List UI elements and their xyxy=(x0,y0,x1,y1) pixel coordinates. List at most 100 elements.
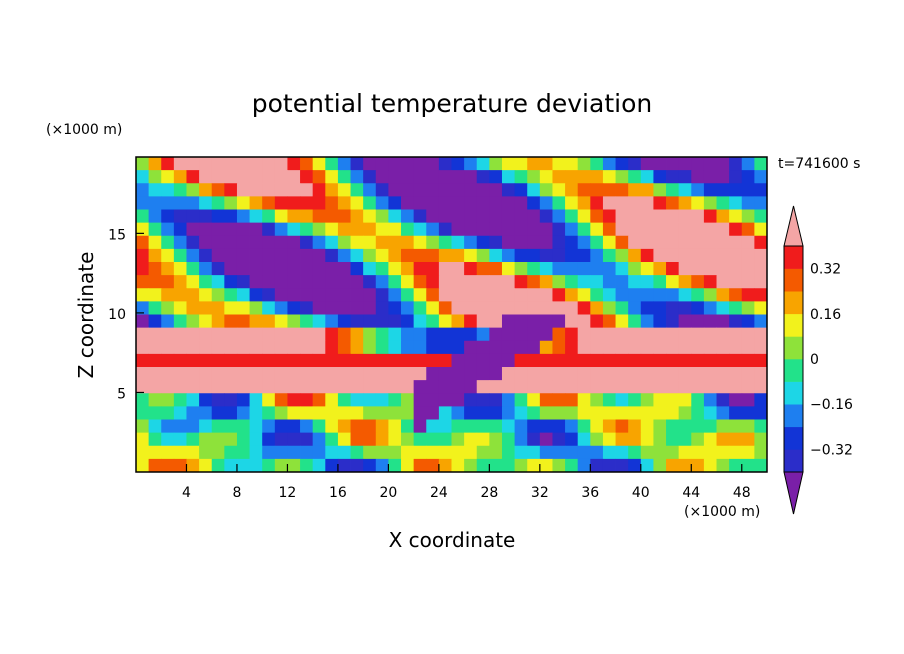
field-cell xyxy=(438,262,452,276)
field-cell xyxy=(287,209,301,224)
field-cell xyxy=(476,432,490,447)
field-cell xyxy=(729,445,743,460)
field-cell xyxy=(653,301,667,315)
field-cell xyxy=(691,314,705,329)
field-cell xyxy=(375,209,389,224)
field-cell xyxy=(565,301,579,315)
field-cell xyxy=(262,288,276,302)
field-cell xyxy=(552,432,566,447)
field-cell xyxy=(350,367,364,381)
field-cell xyxy=(464,419,478,434)
field-cell xyxy=(274,235,288,250)
field-cell xyxy=(552,406,566,420)
x-tick-label: 40 xyxy=(632,485,650,501)
field-cell xyxy=(388,170,402,184)
field-cell xyxy=(173,262,187,276)
field-cell xyxy=(363,222,377,237)
field-cell xyxy=(199,288,213,302)
field-cell xyxy=(691,170,705,184)
field-cell xyxy=(401,458,415,473)
field-cell xyxy=(211,340,225,355)
field-cell xyxy=(325,419,339,434)
field-cell xyxy=(224,196,238,210)
field-cell xyxy=(527,235,541,250)
field-cell xyxy=(300,445,314,460)
field-cell xyxy=(464,275,478,289)
field-cell xyxy=(337,314,351,329)
field-cell xyxy=(388,196,402,210)
field-cell xyxy=(640,157,654,171)
field-cell xyxy=(565,196,579,210)
field-cell xyxy=(375,235,389,250)
field-cell xyxy=(325,432,339,447)
field-cell xyxy=(148,262,162,276)
field-cell xyxy=(489,170,503,184)
field-cell xyxy=(337,196,351,210)
field-cell xyxy=(186,170,200,184)
field-cell xyxy=(476,327,490,342)
field-cell xyxy=(375,222,389,237)
field-cell xyxy=(426,196,440,210)
field-cell xyxy=(388,340,402,355)
field-cell xyxy=(350,314,364,329)
field-cell xyxy=(148,183,162,197)
field-cell xyxy=(565,183,579,197)
field-cell xyxy=(186,445,200,460)
field-cell xyxy=(514,393,528,407)
field-cell xyxy=(741,262,755,276)
field-cell xyxy=(640,196,654,210)
field-cell xyxy=(653,183,667,197)
field-cell xyxy=(565,314,579,329)
field-cell xyxy=(628,419,642,434)
field-cell xyxy=(552,380,566,394)
field-cell xyxy=(602,235,616,250)
field-cell xyxy=(501,340,515,355)
field-cell xyxy=(501,314,515,329)
field-cell xyxy=(539,275,553,289)
field-cell xyxy=(337,301,351,315)
field-cell xyxy=(565,393,579,407)
field-cell xyxy=(199,432,213,447)
field-cell xyxy=(136,157,150,171)
field-cell xyxy=(754,393,768,407)
field-cell xyxy=(426,380,440,394)
field-cell xyxy=(186,183,200,197)
field-cell xyxy=(590,301,604,315)
field-cell xyxy=(148,419,162,434)
field-cell xyxy=(628,393,642,407)
field-cell xyxy=(552,157,566,171)
field-cell xyxy=(325,393,339,407)
field-cell xyxy=(527,170,541,184)
field-cell xyxy=(653,380,667,394)
field-cell xyxy=(236,314,250,329)
field-cell xyxy=(224,183,238,197)
field-cell xyxy=(236,380,250,394)
field-cell xyxy=(161,301,175,315)
field-cell xyxy=(300,406,314,420)
field-cell xyxy=(161,419,175,434)
field-cell xyxy=(413,419,427,434)
field-cell xyxy=(173,393,187,407)
field-cell xyxy=(438,353,452,368)
field-cell xyxy=(173,419,187,434)
field-cell xyxy=(426,275,440,289)
field-cell xyxy=(274,340,288,355)
field-cell xyxy=(211,222,225,237)
field-cell xyxy=(337,248,351,263)
field-cell xyxy=(388,445,402,460)
field-cell xyxy=(186,432,200,447)
field-cell xyxy=(514,327,528,342)
field-cell xyxy=(615,314,629,329)
field-cell xyxy=(375,157,389,171)
field-cell xyxy=(325,196,339,210)
field-cell xyxy=(413,458,427,473)
field-cell xyxy=(691,248,705,263)
field-cell xyxy=(678,419,692,434)
field-cell xyxy=(602,458,616,473)
field-cell xyxy=(565,209,579,224)
field-cell xyxy=(590,183,604,197)
field-cell xyxy=(401,314,415,329)
field-cell xyxy=(539,340,553,355)
field-cell xyxy=(199,367,213,381)
field-cell xyxy=(199,340,213,355)
